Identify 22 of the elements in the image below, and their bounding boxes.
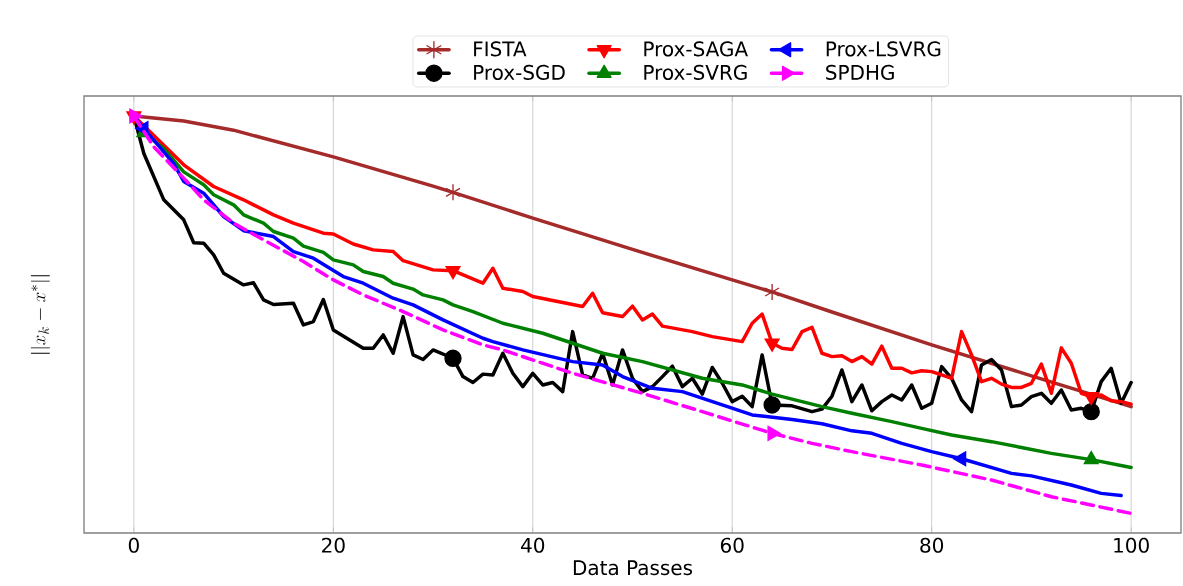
y-axis-title: $||x_k - x^*||$ bbox=[30, 275, 50, 354]
x-tick-label: 80 bbox=[920, 537, 944, 553]
x-tick-label: 40 bbox=[521, 537, 545, 553]
x-tick-label: 100 bbox=[1114, 537, 1149, 553]
point bbox=[444, 349, 462, 367]
point bbox=[764, 338, 780, 352]
legend-label: Prox-SGD bbox=[474, 64, 565, 80]
point bbox=[1083, 391, 1099, 406]
point bbox=[764, 283, 780, 301]
point bbox=[952, 451, 967, 467]
legend-label: Prox-SAGA bbox=[644, 41, 748, 57]
point bbox=[763, 396, 781, 414]
point bbox=[1082, 402, 1100, 421]
x-tick-label: 60 bbox=[720, 537, 744, 553]
x-tick-label: 0 bbox=[128, 537, 139, 553]
legend-label: Prox-LSVRG bbox=[826, 41, 941, 57]
legend-label: SPDHG bbox=[826, 64, 894, 80]
point bbox=[445, 183, 461, 201]
legend-label: Prox-SVRG bbox=[644, 64, 747, 80]
legend-label: FISTA bbox=[474, 41, 527, 57]
x-axis-title: Data Passes bbox=[573, 560, 693, 576]
x-tick-label: 20 bbox=[322, 537, 345, 553]
